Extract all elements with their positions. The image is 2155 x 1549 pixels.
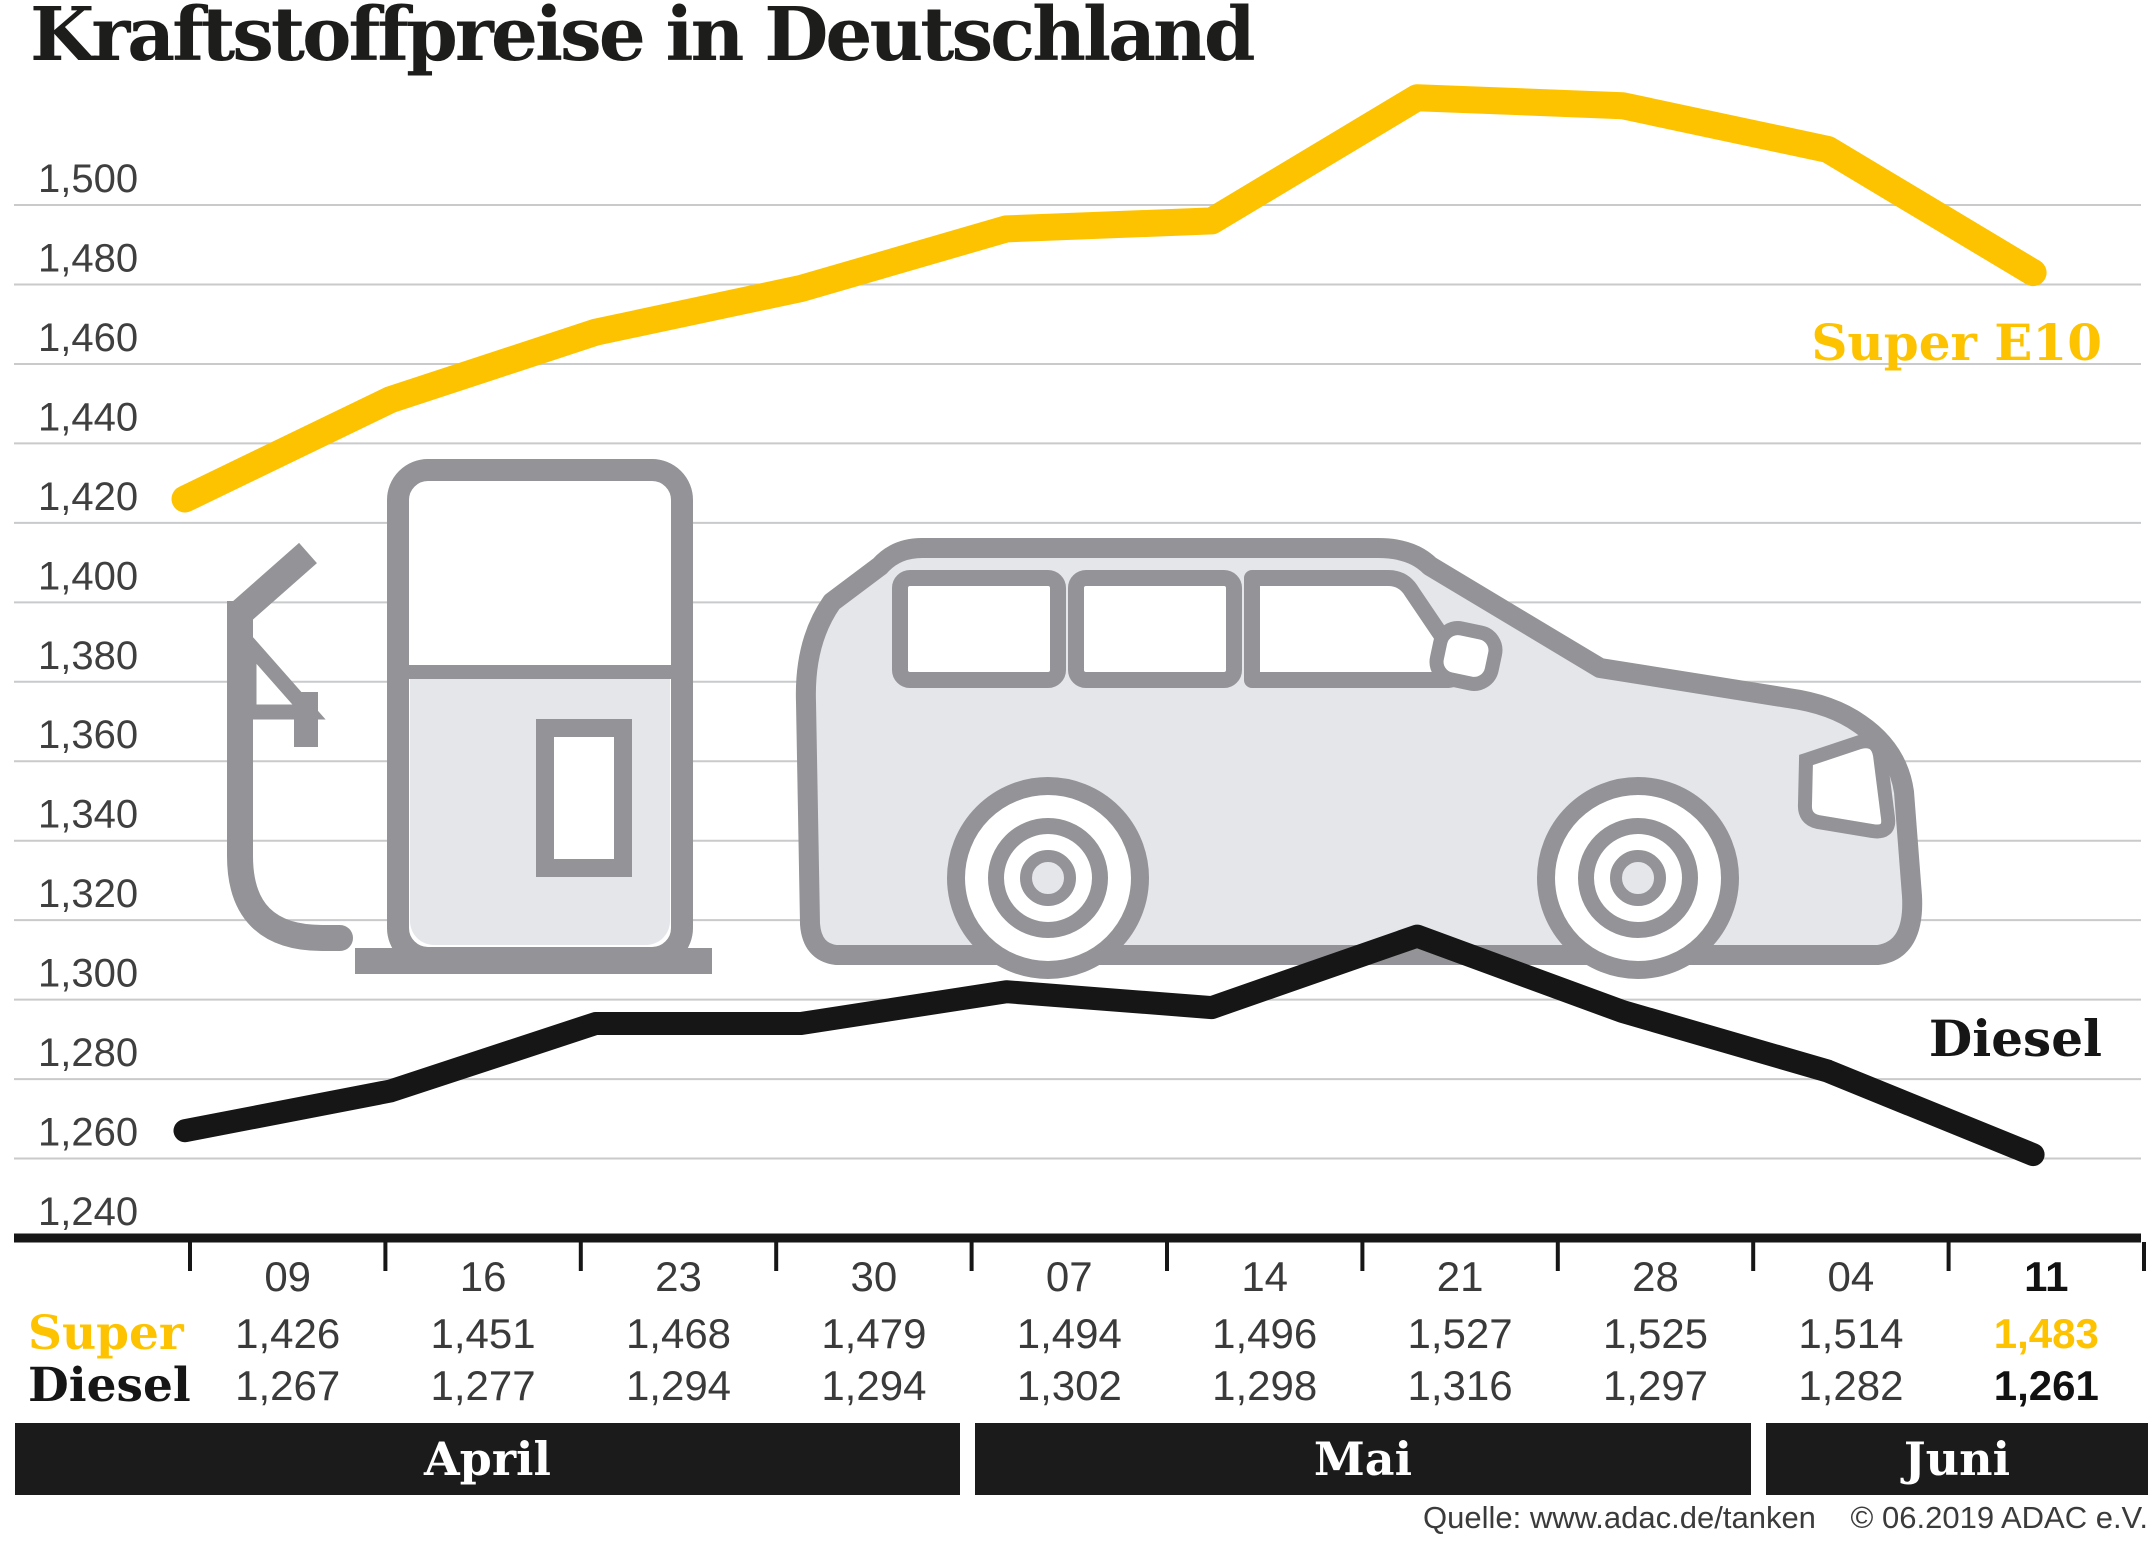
table-diesel-row: Diesel 1,267 1,277 1,294 1,294 1,302 1,298 1,3… (15, 1358, 2144, 1413)
grid-and-axis (14, 204, 2146, 1271)
fuel-pump-illustration (227, 459, 712, 974)
table-super-cell: 1,468 (625, 1309, 732, 1357)
price-lines (171, 84, 2047, 1167)
y-axis-tick-label: 1,300 (38, 952, 138, 996)
table-date-cell: 30 (850, 1253, 898, 1300)
y-axis-tick-label: 1,340 (38, 793, 138, 837)
diesel-row-label: Diesel (28, 1358, 191, 1413)
table-date-row: 09 16 23 30 07 14 21 28 04 11 (15, 1252, 2144, 1302)
page-title: Kraftstoffpreise in Deutschland (30, 0, 1256, 78)
table-date-cell: 21 (1436, 1253, 1484, 1300)
rear-wheel (947, 777, 1149, 979)
table-date-cell: 04 (1827, 1253, 1875, 1300)
table-diesel-cell: 1,282 (1798, 1361, 1904, 1409)
super-e10-line-label: Super E10 (1811, 313, 2102, 372)
diesel-line (173, 924, 2045, 1167)
table-diesel-cell: 1,298 (1212, 1361, 1318, 1409)
table-super-cell: 1,451 (430, 1309, 536, 1357)
table-super-row: Super 1,426 1,451 1,468 1,479 1,494 1,496 1,52… (15, 1306, 2144, 1361)
super-e10-line (171, 84, 2047, 513)
front-wheel (1537, 777, 1739, 979)
source-line: Quelle: www.adac.de/tanken © 06.2019 ADA… (1423, 1500, 2148, 1536)
month-bar-mai: Mai (975, 1423, 1751, 1495)
table-date-cell: 09 (264, 1253, 312, 1300)
y-axis-tick-label: 1,260 (38, 1111, 138, 1155)
table-super-cell: 1,494 (1016, 1309, 1122, 1357)
table-super-cell: 1,496 (1212, 1309, 1318, 1357)
table-diesel-cell: 1,302 (1016, 1361, 1122, 1409)
y-axis-tick-label: 1,480 (38, 236, 138, 280)
table-date-cell: 28 (1632, 1253, 1679, 1300)
y-axis-tick-label: 1,440 (38, 395, 138, 439)
table-diesel-cell: 1,297 (1602, 1361, 1709, 1409)
table-date-cell: 14 (1241, 1253, 1289, 1300)
table-diesel-cell: 1,294 (625, 1361, 732, 1409)
table-diesel-cell: 1,267 (235, 1361, 341, 1409)
source-copyright: © 06.2019 ADAC e.V. (1850, 1500, 2148, 1535)
y-axis-tick-label: 1,320 (38, 872, 138, 916)
y-axis-labels: 1,500 1,480 1,460 1,440 1,420 1,400 1,380 1,360… (38, 157, 138, 1234)
table-super-cell: 1,483 (1993, 1309, 2099, 1357)
table-diesel-cell: 1,277 (430, 1361, 536, 1409)
super-row-label: Super (28, 1306, 184, 1361)
y-axis-tick-label: 1,240 (38, 1190, 138, 1234)
table-super-cell: 1,479 (821, 1309, 927, 1357)
table-date-cell: 07 (1045, 1253, 1093, 1300)
y-axis-tick-label: 1,280 (38, 1031, 138, 1075)
table-super-cell: 1,426 (235, 1309, 341, 1357)
table-super-cell: 1,527 (1407, 1309, 1513, 1357)
table-date-cell: 16 (459, 1253, 507, 1300)
month-bar-april: April (15, 1423, 960, 1495)
y-axis-tick-label: 1,420 (38, 475, 138, 519)
table-super-cell: 1,514 (1798, 1309, 1904, 1357)
y-axis-tick-label: 1,460 (38, 316, 138, 360)
table-diesel-cell: 1,261 (1993, 1361, 2099, 1409)
y-axis-tick-label: 1,500 (38, 157, 138, 201)
car-illustration (795, 538, 1923, 979)
table-date-cell: 23 (655, 1253, 702, 1300)
y-axis-tick-label: 1,360 (38, 713, 138, 757)
source-quelle: Quelle: www.adac.de/tanken (1423, 1500, 1816, 1535)
table-diesel-cell: 1,316 (1407, 1361, 1513, 1409)
table-super-cell: 1,525 (1602, 1309, 1709, 1357)
diesel-line-label: Diesel (1929, 1009, 2102, 1068)
y-axis-tick-label: 1,380 (38, 634, 138, 678)
table-date-cell: 11 (2024, 1253, 2069, 1300)
table-diesel-cell: 1,294 (821, 1361, 927, 1409)
month-bar-juni: Juni (1766, 1423, 2148, 1495)
y-axis-tick-label: 1,400 (38, 554, 138, 598)
